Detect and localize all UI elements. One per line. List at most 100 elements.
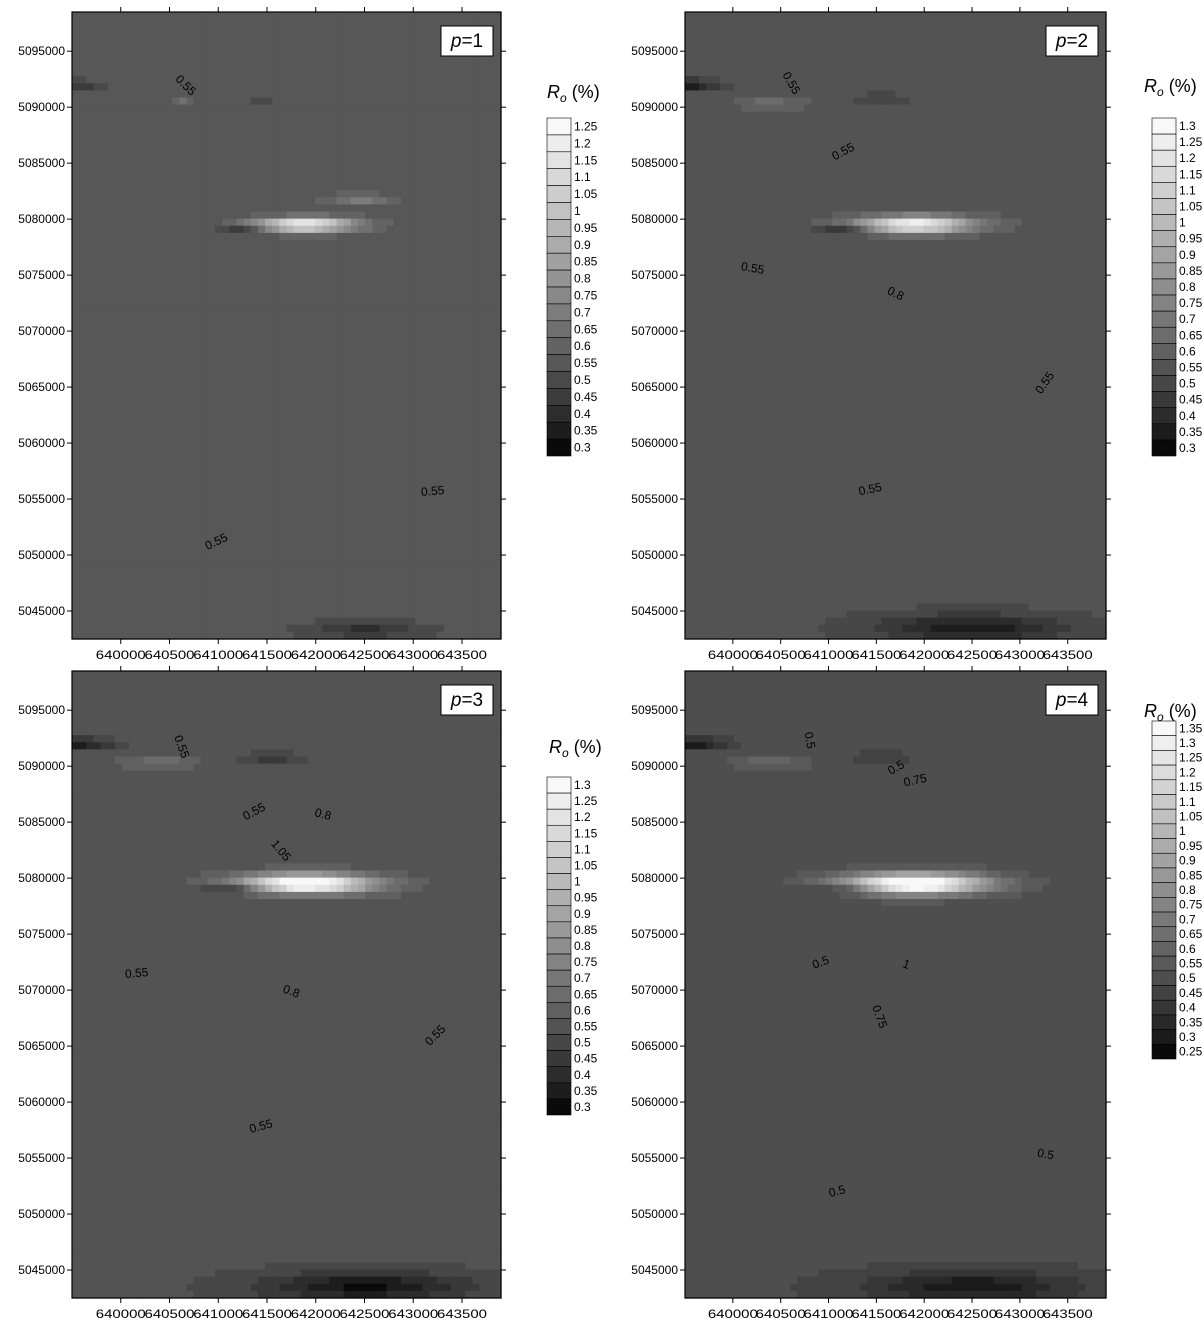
field-cell (450, 617, 459, 626)
field-cell (336, 19, 345, 27)
field-cell (279, 147, 288, 156)
field-cell (372, 147, 381, 156)
field-cell (386, 382, 395, 391)
field-cell (279, 617, 288, 626)
field-cell (343, 161, 352, 170)
field-cell (257, 453, 266, 462)
field-cell (400, 560, 409, 569)
field-cell (207, 211, 216, 220)
field-cell (472, 275, 481, 284)
field-cell (379, 546, 388, 555)
field-cell (293, 432, 302, 441)
field-cell (136, 12, 145, 20)
field-cell (465, 190, 473, 198)
field-cell (164, 40, 173, 49)
field-cell (372, 489, 381, 498)
field-cell (322, 510, 330, 519)
field-cell (179, 496, 187, 505)
field-cell (100, 596, 109, 604)
field-cell (300, 211, 309, 220)
field-cell (222, 47, 230, 56)
field-cell (179, 403, 187, 412)
field-cell (279, 603, 288, 612)
field-cell (257, 489, 266, 498)
field-cell (458, 311, 466, 319)
field-cell (79, 468, 87, 476)
field-cell (372, 204, 381, 213)
field-cell (329, 496, 338, 505)
field-cell (443, 567, 452, 576)
field-cell (458, 104, 466, 113)
field-cell (157, 297, 166, 305)
field-cell (200, 482, 209, 490)
field-cell (72, 596, 80, 604)
field-cell (372, 631, 381, 640)
field-cell (343, 368, 352, 376)
field-cell (86, 240, 95, 248)
field-cell (329, 517, 338, 526)
field-cell (422, 90, 431, 99)
field-cell (172, 582, 180, 590)
field-cell (79, 90, 87, 99)
field-cell (322, 332, 330, 341)
field-cell (193, 574, 202, 583)
field-cell (257, 33, 266, 42)
field-cell (114, 339, 123, 348)
field-cell (200, 546, 209, 555)
field-cell (286, 261, 295, 270)
field-cell (72, 375, 80, 384)
field-cell (315, 12, 323, 20)
field-cell (322, 297, 330, 305)
field-cell (222, 453, 230, 462)
field-cell (472, 453, 481, 462)
field-cell (193, 589, 202, 597)
field-cell (379, 346, 388, 355)
field-cell (386, 154, 395, 163)
field-cell (172, 190, 180, 198)
field-cell (322, 361, 330, 369)
field-cell (443, 232, 452, 241)
field-cell (186, 275, 195, 284)
field-cell (179, 261, 187, 270)
field-cell (215, 610, 223, 619)
field-cell (72, 318, 80, 327)
field-cell (193, 140, 202, 148)
field-cell (343, 19, 352, 27)
field-cell (257, 468, 266, 476)
field-cell (293, 168, 302, 177)
field-cell (122, 90, 130, 99)
field-cell (329, 439, 338, 448)
field-cell (329, 254, 338, 262)
field-cell (222, 617, 230, 626)
field-cell (293, 617, 302, 626)
field-cell (472, 482, 481, 490)
field-cell (315, 211, 323, 220)
field-cell (250, 382, 259, 391)
field-cell (408, 325, 416, 334)
field-cell (129, 489, 137, 498)
field-cell (172, 332, 180, 341)
field-cell (307, 525, 316, 533)
field-cell (143, 190, 152, 198)
field-cell (400, 140, 409, 148)
field-cell (379, 439, 388, 448)
field-cell (193, 19, 202, 27)
field-cell (307, 439, 316, 448)
field-cell (193, 175, 202, 184)
field-cell (365, 54, 373, 63)
field-cell (429, 332, 438, 341)
field-cell (465, 475, 473, 483)
field-cell (79, 354, 87, 362)
field-cell (329, 510, 338, 519)
field-cell (265, 553, 273, 562)
field-cell (272, 617, 280, 626)
field-cell (150, 218, 159, 227)
field-cell (200, 332, 209, 341)
field-cell (329, 610, 338, 619)
field-cell (307, 118, 316, 127)
field-cell (358, 76, 366, 84)
field-cell (286, 311, 295, 319)
field-cell (265, 61, 273, 70)
field-cell (136, 382, 145, 391)
field-cell (315, 631, 323, 640)
